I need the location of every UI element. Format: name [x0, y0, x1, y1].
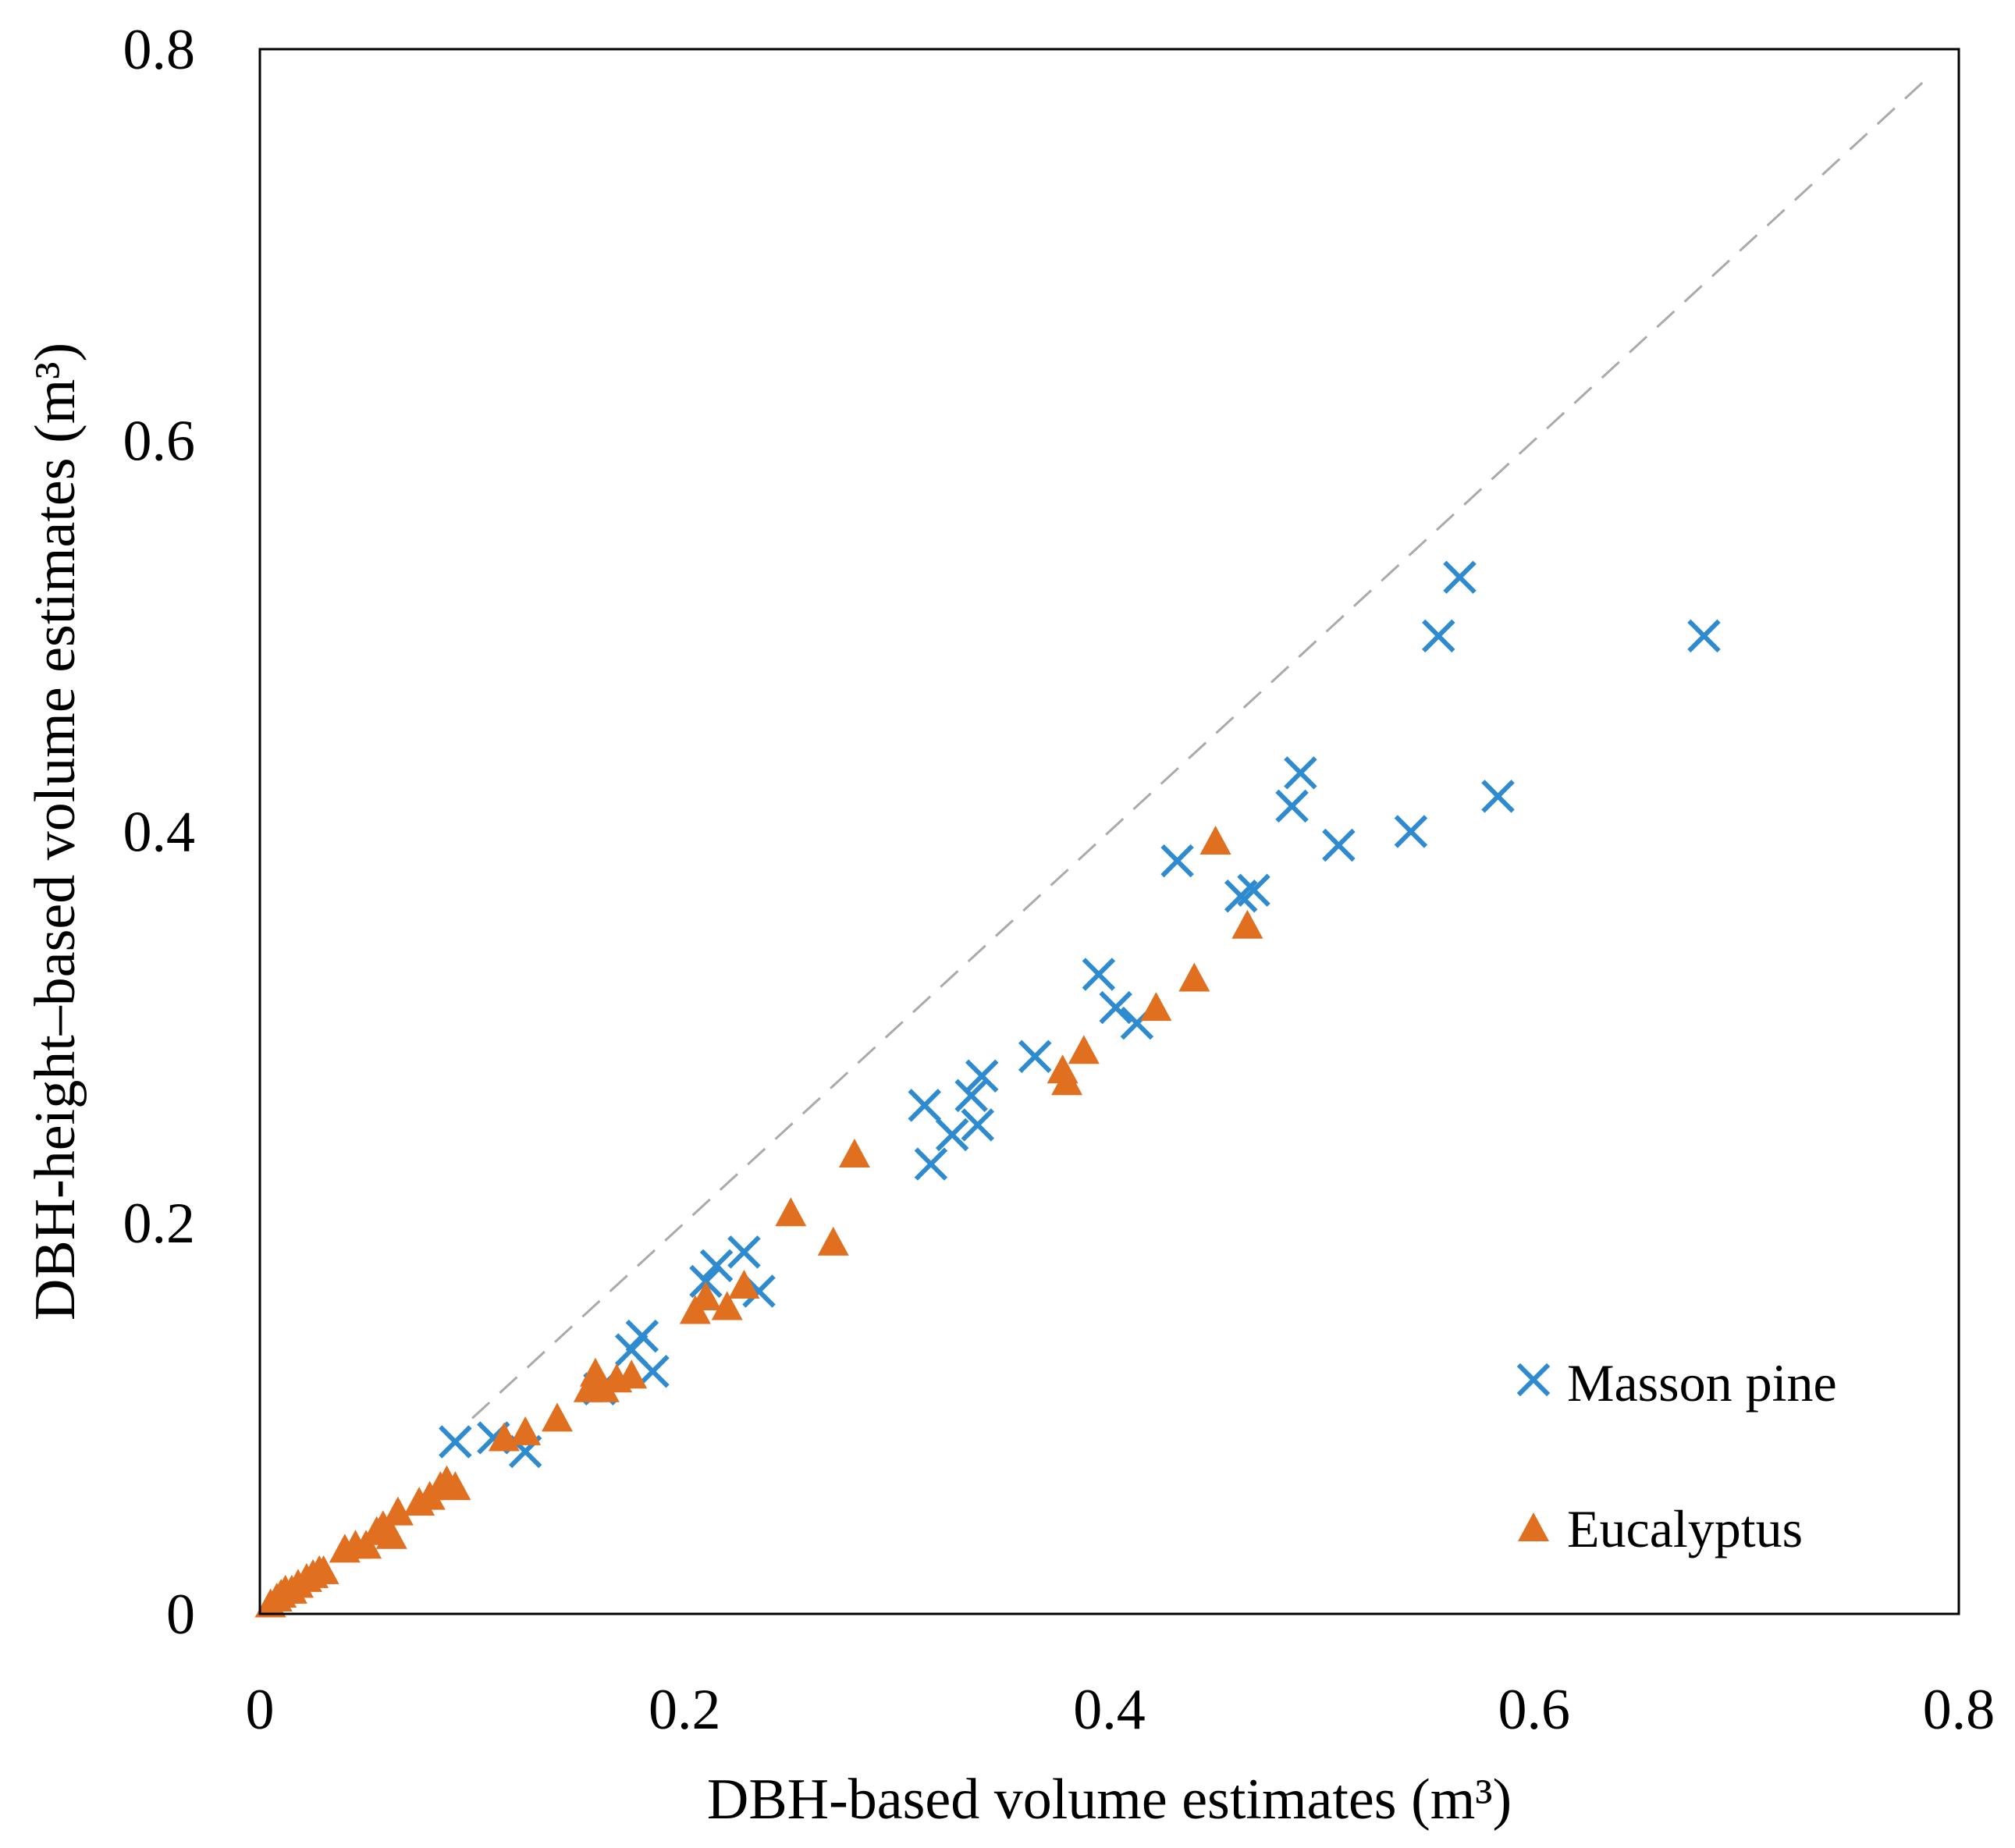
masson-pine-point	[636, 1354, 670, 1388]
masson-pine-point	[689, 1264, 723, 1299]
masson-pine-point	[1237, 873, 1270, 907]
masson-pine-point	[1687, 619, 1721, 653]
masson-pine-point	[1082, 958, 1116, 991]
plot-area-frame	[258, 48, 1960, 1615]
eucalyptus-point	[382, 1496, 414, 1526]
x-tick-label: 0.8	[1923, 1678, 1995, 1742]
masson-pine-point	[961, 1108, 995, 1142]
eucalyptus-point	[775, 1197, 807, 1227]
eucalyptus-point	[1140, 992, 1172, 1022]
masson-pine-point	[1275, 789, 1309, 823]
eucalyptus-point	[1178, 962, 1210, 992]
masson-pine-point	[1481, 780, 1515, 813]
eucalyptus-point	[510, 1416, 542, 1445]
eucalyptus-point	[307, 1555, 339, 1584]
masson-pine-point	[1018, 1040, 1052, 1073]
eucalyptus-point	[616, 1359, 648, 1389]
masson-pine-point	[1284, 756, 1317, 790]
masson-pine-point	[439, 1425, 472, 1459]
y-tick-label: 0.6	[123, 409, 196, 473]
masson-pine-point	[1422, 619, 1455, 653]
y-tick-label: 0.4	[123, 801, 196, 865]
masson-pine-point	[699, 1249, 734, 1283]
x-tick-label: 0	[246, 1678, 275, 1742]
x-tick-label: 0.4	[1073, 1678, 1146, 1742]
masson-pine-point	[1322, 828, 1356, 862]
eucalyptus-point	[375, 1519, 407, 1549]
eucalyptus-point	[439, 1471, 471, 1501]
eucalyptus-point	[711, 1291, 743, 1320]
masson-pine-point	[935, 1118, 969, 1152]
legend-label-masson-pine: Masson pine	[1567, 1353, 1837, 1413]
y-axis-ticks: 0 0.2 0.4 0.6 0.8	[123, 18, 196, 1647]
legend-marker-masson-pine	[1516, 1363, 1551, 1397]
masson-pine-point	[727, 1235, 761, 1269]
legend: Masson pine Eucalyptus	[1516, 1353, 1837, 1558]
eucalyptus-point	[541, 1402, 573, 1432]
eucalyptus-point	[1199, 826, 1231, 855]
legend-marker-eucalyptus	[1518, 1512, 1549, 1541]
x-tick-label: 0.6	[1498, 1678, 1571, 1742]
masson-pine-point	[954, 1079, 988, 1113]
legend-label-eucalyptus: Eucalyptus	[1567, 1499, 1803, 1558]
reference-line-layer	[471, 77, 1928, 1420]
eucalyptus-point	[838, 1139, 870, 1168]
y-axis-label: DBH-height–based volume estimates (m³)	[23, 343, 87, 1320]
y-tick-label: 0	[166, 1583, 195, 1647]
masson-pine-point	[965, 1059, 999, 1093]
eucalyptus-point	[1051, 1066, 1083, 1096]
x-axis-ticks: 0 0.2 0.4 0.6 0.8	[246, 1678, 1995, 1742]
masson-pine-point	[1160, 844, 1194, 878]
masson-pine-point	[625, 1319, 659, 1353]
masson-pine-point	[1394, 815, 1428, 848]
masson-pine-point	[914, 1147, 948, 1181]
y-tick-label: 0.2	[123, 1192, 196, 1256]
masson-pine-point	[908, 1089, 941, 1122]
legend-x-marker	[1516, 1363, 1551, 1397]
x-axis-label: DBH-based volume estimates (m³)	[707, 1768, 1512, 1832]
y-tick-label: 0.8	[123, 18, 196, 82]
data-points-layer	[254, 560, 1721, 1618]
eucalyptus-point	[690, 1281, 722, 1310]
x-tick-label: 0.2	[649, 1678, 721, 1742]
legend-triangle-marker	[1518, 1512, 1549, 1541]
reference-line-1-1	[471, 77, 1928, 1420]
masson-pine-point	[1099, 990, 1132, 1025]
eucalyptus-point	[1068, 1035, 1100, 1064]
masson-pine-point	[1443, 560, 1477, 594]
eucalyptus-point	[728, 1269, 760, 1299]
eucalyptus-point	[817, 1226, 849, 1256]
eucalyptus-point	[1231, 909, 1263, 939]
